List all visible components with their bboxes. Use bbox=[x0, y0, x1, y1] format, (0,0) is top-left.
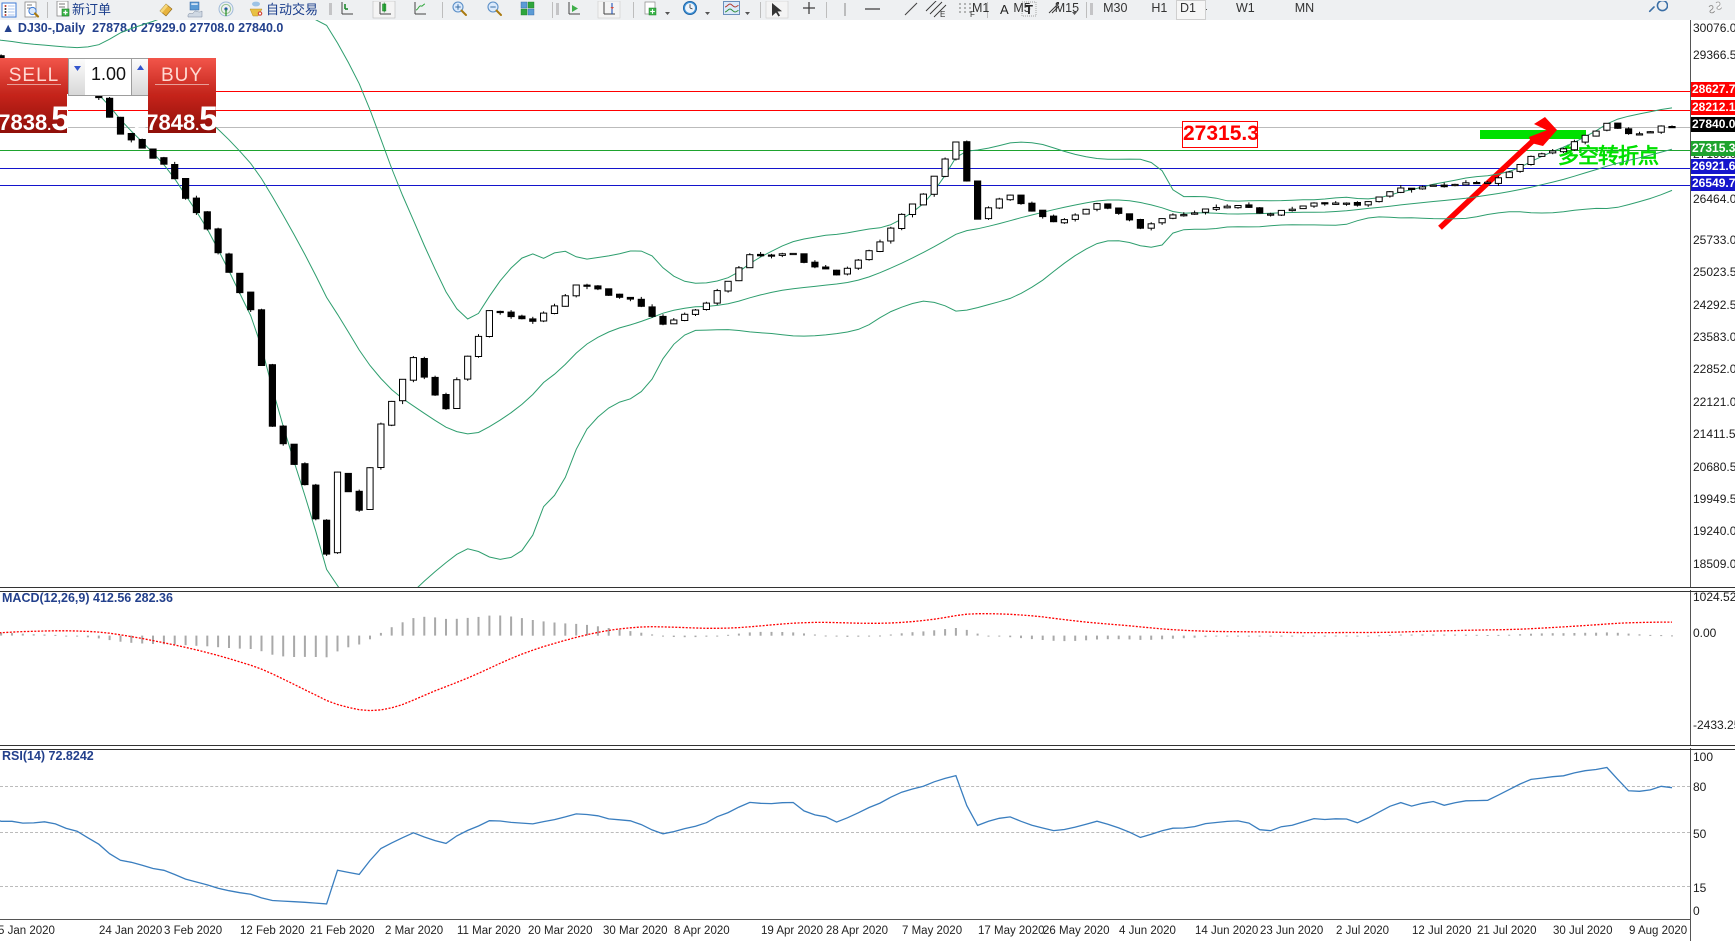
svg-text:E: E bbox=[940, 10, 945, 19]
svg-text:自动交易: 自动交易 bbox=[266, 2, 318, 17]
svg-text:新订单: 新订单 bbox=[72, 2, 111, 17]
